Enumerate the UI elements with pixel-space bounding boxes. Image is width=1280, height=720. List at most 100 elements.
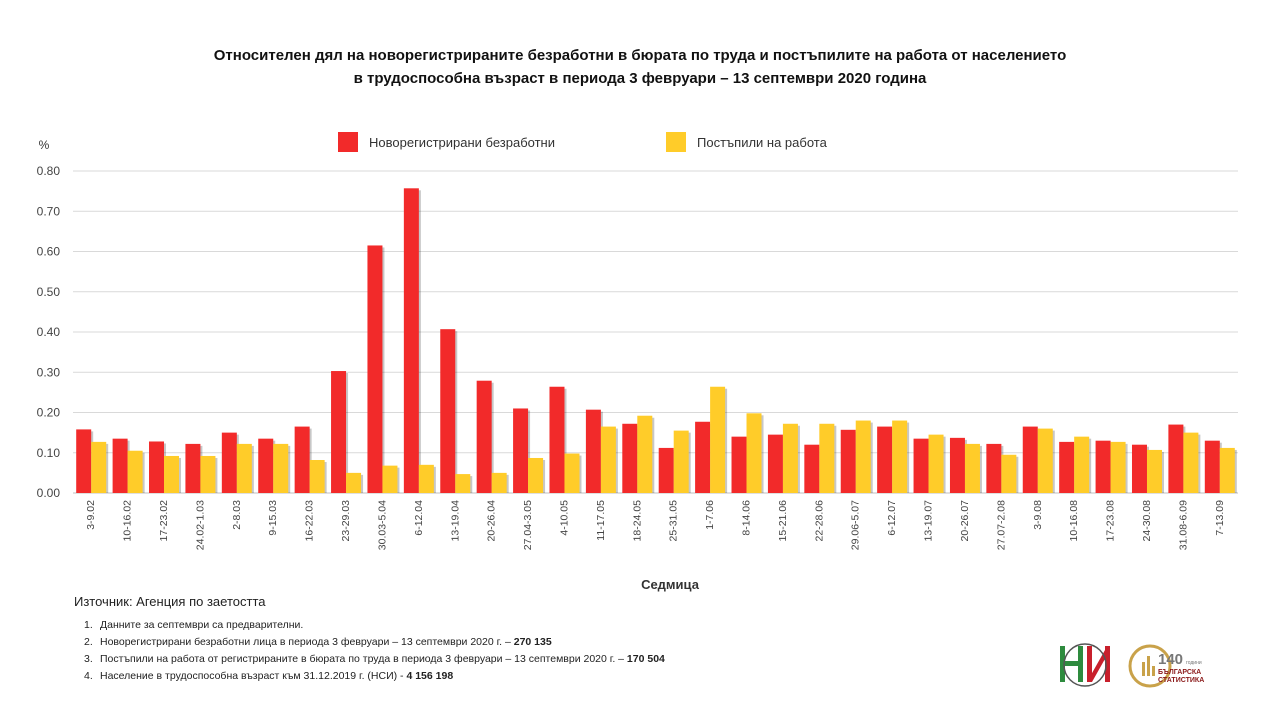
x-tick-label: 10-16.08 [1068,500,1080,542]
x-tick-label: 24-30.08 [1141,500,1153,542]
bar-started-work-20-26.04 [491,472,507,493]
bar-new-unemployed-22-28.06 [804,444,820,493]
y-tick-label: 0.40 [37,325,61,339]
bar-new-unemployed-25-31.05 [658,447,674,493]
bar-started-work-29.06-5.07 [855,420,871,493]
bar-new-unemployed-13-19.04 [440,329,456,493]
bar-started-work-6-12.07 [892,420,908,493]
bar-new-unemployed-24-30.08 [1131,444,1147,493]
bar-new-unemployed-2-8.03 [221,432,237,493]
bar-started-work-6-12.04 [418,464,434,493]
bar-started-work-24-30.08 [1146,449,1162,493]
x-tick-label: 30.03-5.04 [376,500,388,550]
x-tick-label: 13-19.07 [923,500,935,542]
bar-started-work-18-24.05 [637,415,653,493]
bar-started-work-2-8.03 [236,443,252,493]
bar-new-unemployed-9-15.03 [258,438,274,493]
bar-chart: 0.00 0.10 0.20 0.30 0.40 0.50 0.60 0.70 0.80 3-9… [37,132,1238,592]
y-tick-label: 0.00 [37,486,61,500]
bar-started-work-27.07-2.08 [1001,454,1017,493]
y-tick-label: 0.80 [37,164,61,178]
legend-label-series-1: Новорегистрирани безработни [369,135,555,150]
bar-started-work-31.08-6.09 [1183,432,1199,493]
legend: Новорегистрирани безработни Постъпили на… [338,132,828,152]
x-tick-label: 17-23.08 [1105,500,1117,542]
bar-new-unemployed-10-16.02 [112,438,128,493]
footnotes: 1. Данните за септември са предварителни.… [84,617,665,685]
bar-started-work-23-29.03 [346,472,362,493]
bar-new-unemployed-1-7.06 [695,421,711,493]
bar-new-unemployed-31.08-6.09 [1168,424,1184,493]
svg-text:140: 140 [1158,651,1183,668]
nsi-logo [1060,643,1110,687]
bar-new-unemployed-18-24.05 [622,423,638,493]
x-tick-label: 13-19.04 [449,500,461,542]
bar-new-unemployed-20-26.07 [949,437,965,493]
x-tick-label: 9-15.03 [267,500,279,536]
footnote-item: 1. Данните за септември са предварителни. [84,619,304,631]
bar-new-unemployed-16-22.03 [294,426,310,493]
bar-new-unemployed-17-23.02 [149,441,165,493]
x-tick-label: 20-26.07 [959,500,971,542]
bar-started-work-30.03-5.04 [382,465,398,493]
x-tick-label: 15-21.06 [777,500,789,542]
bar-new-unemployed-30.03-5.04 [367,245,383,493]
legend-swatch-series-1 [338,132,358,152]
x-tick-label: 2-8.03 [231,500,243,530]
svg-text:СТАТИСТИКА: СТАТИСТИКА [1158,677,1204,684]
x-tick-label: 3-9.08 [1032,500,1044,530]
bar-started-work-22-28.06 [819,423,835,493]
bar-new-unemployed-13-19.07 [913,438,929,493]
bar-started-work-8-14.06 [746,413,762,493]
bar-started-work-3-9.08 [1037,428,1053,493]
bar-new-unemployed-10-16.08 [1059,441,1075,493]
bar-new-unemployed-11-17.05 [585,409,601,493]
x-tick-label: 31.08-6.09 [1177,500,1189,550]
bar-started-work-10-16.02 [127,450,143,493]
footnote-item: 2. Новорегистрирани безработни лица в пер… [84,636,552,648]
bar-started-work-13-19.07 [928,434,944,493]
bar-new-unemployed-7-13.09 [1204,440,1220,493]
x-tick-label: 23-29.03 [340,500,352,542]
x-tick-label: 6-12.07 [886,500,898,536]
bar-started-work-10-16.08 [1074,436,1090,493]
legend-label-series-2: Постъпили на работа [697,135,828,150]
bar-new-unemployed-23-29.03 [331,371,347,493]
y-axis-tick-labels: 0.00 0.10 0.20 0.30 0.40 0.50 0.60 0.70 0.80 [37,164,61,500]
x-tick-label: 27.07-2.08 [995,500,1007,550]
140-years-statistics-logo: 140 години БЪЛГАРСКА СТАТИСТИКА [1128,644,1204,688]
bar-new-unemployed-15-21.06 [767,434,783,493]
bar-new-unemployed-6-12.04 [403,188,419,493]
bar-started-work-17-23.02 [164,455,180,493]
x-tick-label: 6-12.04 [413,500,425,536]
source-note: Източник: Агенция по заетостта [74,594,266,609]
x-tick-label: 8-14.06 [741,500,753,536]
bar-new-unemployed-3-9.08 [1022,426,1038,493]
x-tick-label: 1-7.06 [704,500,716,530]
x-tick-label: 16-22.03 [304,500,316,542]
bar-started-work-27.04-3.05 [528,457,544,493]
x-tick-label: 20-26.04 [486,500,498,542]
logos: 140 години БЪЛГАРСКА СТАТИСТИКА [1060,643,1204,688]
x-tick-label: 17-23.02 [158,500,170,542]
bar-new-unemployed-6-12.07 [877,426,893,493]
chart-title-line-1: Относителен дял на новорегистрираните бе… [213,47,1067,64]
bar-new-unemployed-8-14.06 [731,436,747,493]
bar-started-work-11-17.05 [600,426,616,493]
bar-started-work-7-13.09 [1219,447,1235,493]
svg-text:години: години [1186,660,1202,666]
bar-started-work-24.02-1.03 [200,455,216,493]
bar-started-work-16-22.03 [309,459,325,493]
x-tick-label: 7-13.09 [1214,500,1226,536]
bar-started-work-9-15.03 [273,443,289,493]
bar-started-work-4-10.05 [564,453,580,493]
x-axis-tick-labels: 3-9.02 10-16.02 17-23.02 24.02-1.03 2-8.03 9-… [85,500,1226,550]
x-tick-label: 11-17.05 [595,500,607,541]
footnote-item: 4. Население в трудоспособна възраст към … [84,670,454,682]
y-tick-label: 0.70 [37,204,61,218]
legend-swatch-series-2 [666,132,686,152]
y-tick-label: 0.60 [37,245,61,259]
bar-started-work-20-26.07 [964,443,980,493]
bar-started-work-3-9.02 [91,441,107,493]
y-tick-label: 0.20 [37,406,61,420]
